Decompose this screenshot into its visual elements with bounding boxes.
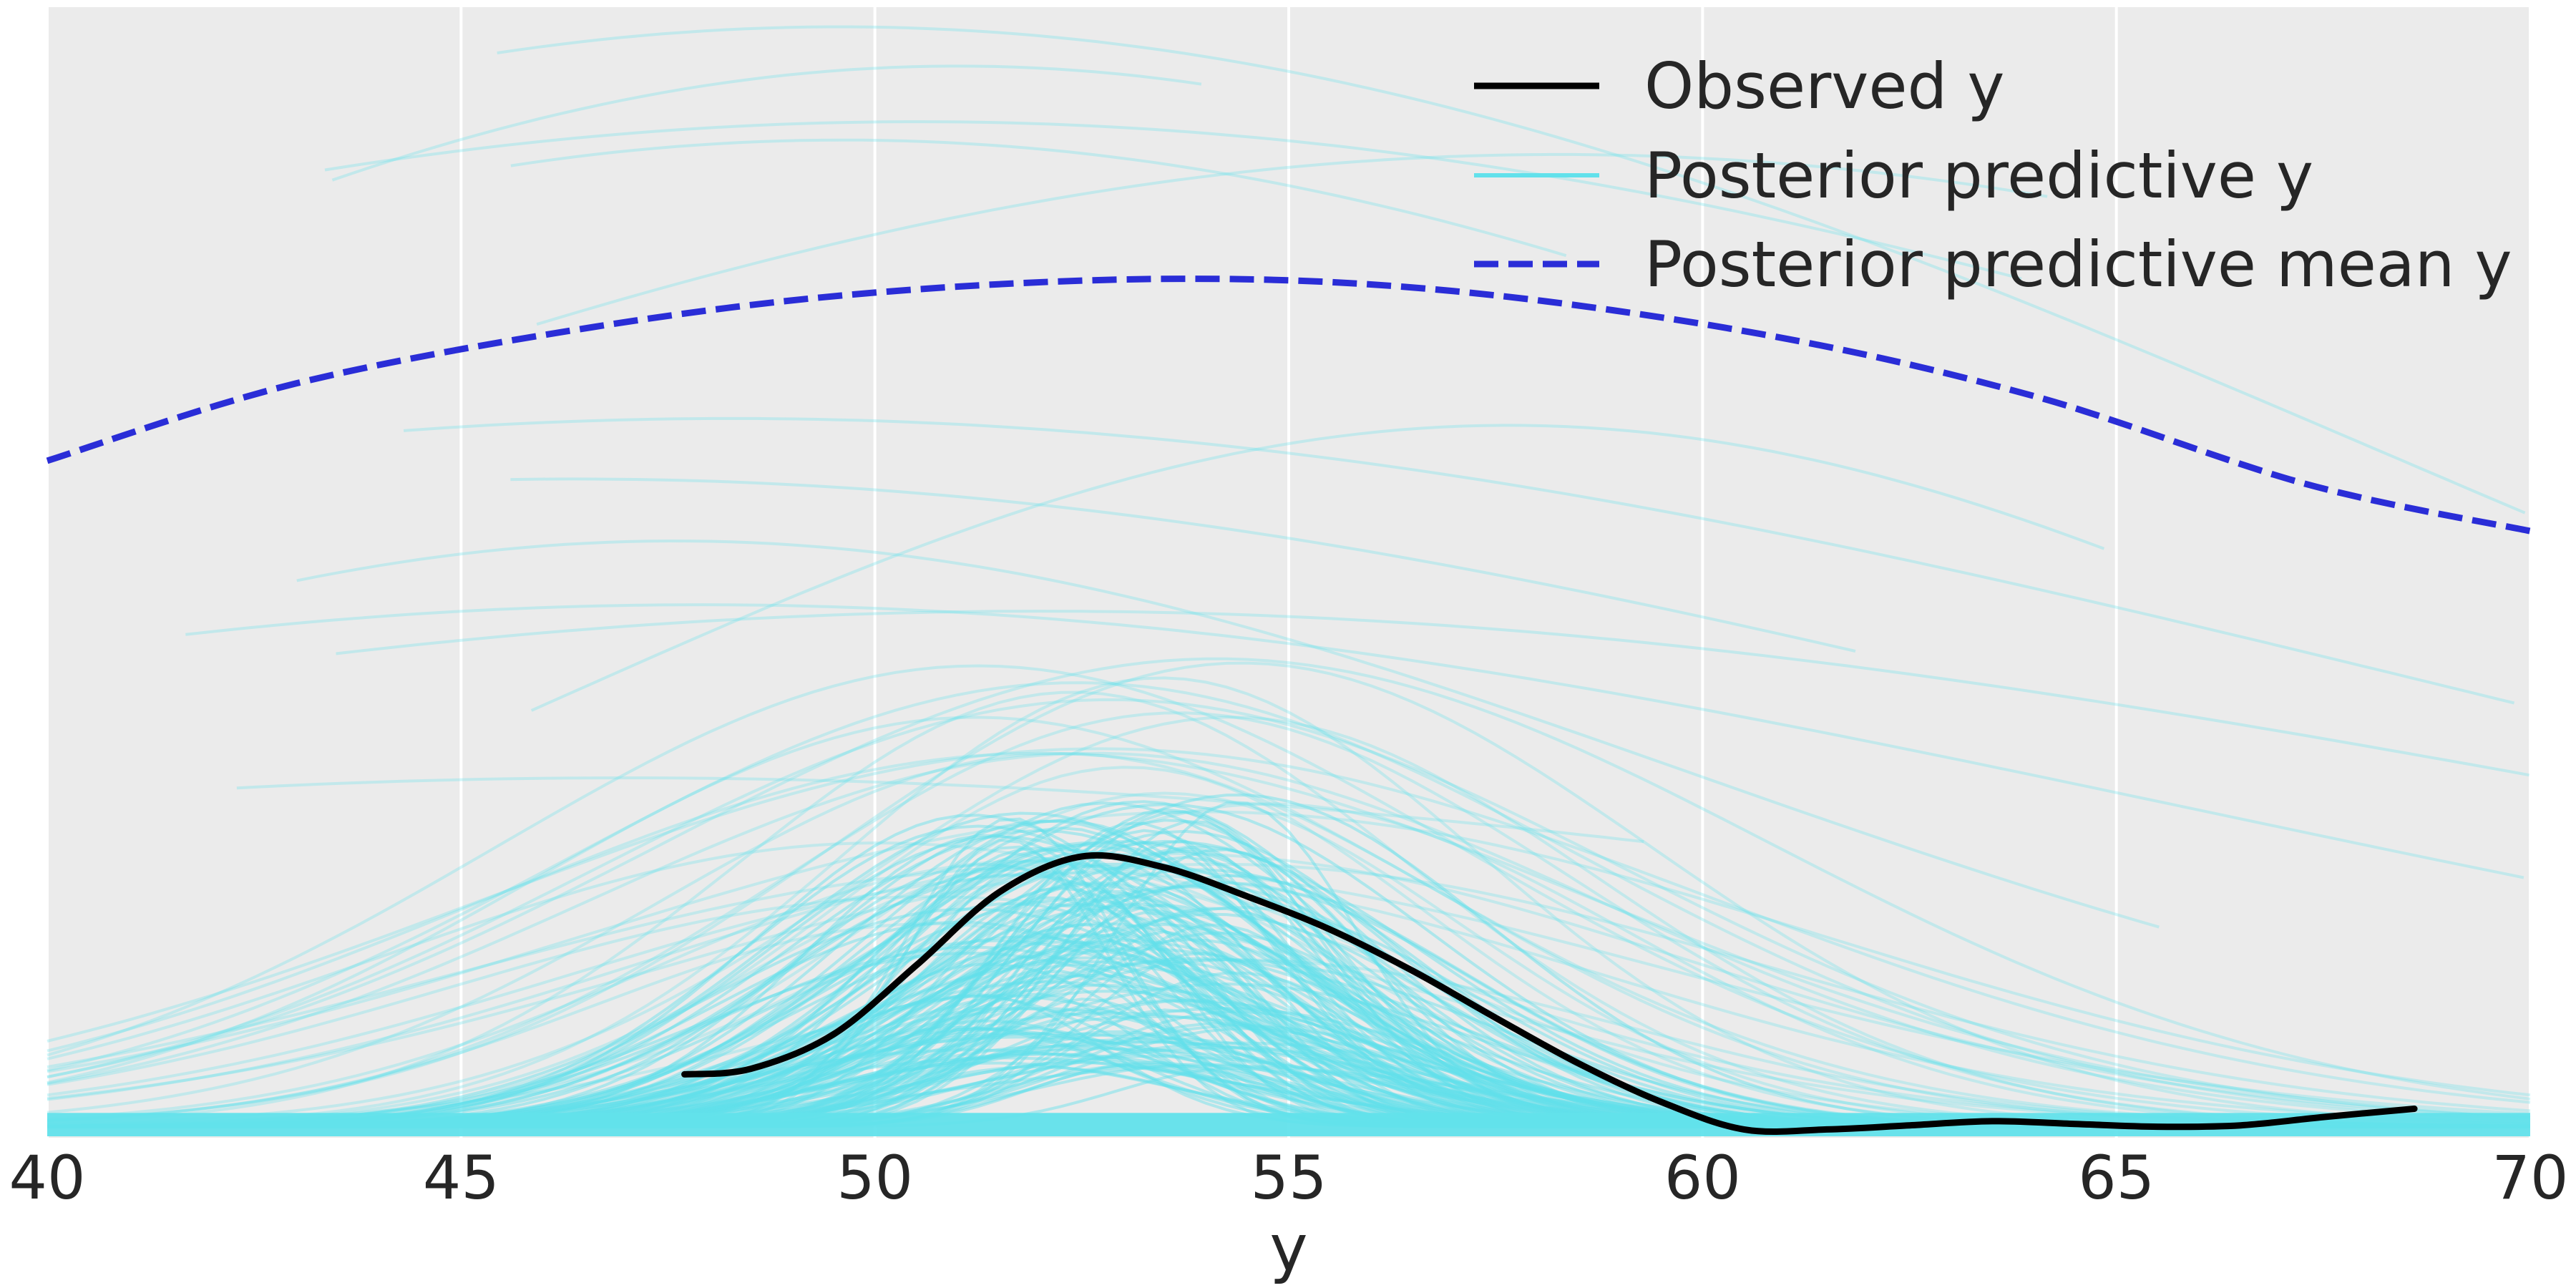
x-tick-label-50: 50	[836, 1143, 913, 1213]
posterior-predictive-curve	[510, 138, 1567, 258]
posterior-predictive-curve	[536, 152, 2048, 326]
posterior-predictive-curve	[336, 610, 2529, 777]
posterior-predictive-curve	[47, 871, 2531, 1124]
posterior-mean-group	[46, 275, 2531, 535]
observed-line	[681, 852, 2418, 1136]
x-tick-label-55: 55	[1251, 1143, 1327, 1213]
posterior-predictive-curve	[47, 698, 2531, 1119]
x-tick-labels: 40 45 50 55 60 65 70	[9, 1143, 2569, 1213]
legend-label-posterior-mean: Posterior predictive mean y	[1644, 228, 2512, 301]
posterior-predictive-curve	[510, 477, 1856, 653]
posterior-predictive-curve	[47, 681, 2531, 1121]
legend: Observed y Posterior predictive y Poster…	[1474, 49, 2512, 301]
posterior-predictive-curve	[296, 539, 2160, 929]
posterior-predictive-curve	[47, 711, 2531, 1128]
posterior-predictive-curve	[47, 716, 2531, 1128]
posterior-predictive-curve	[47, 716, 2531, 1128]
posterior-mean-line	[46, 275, 2531, 535]
legend-label-posterior-predictive: Posterior predictive y	[1644, 139, 2313, 213]
posterior-predictive-curve	[47, 664, 2531, 1126]
legend-label-observed: Observed y	[1644, 49, 2004, 123]
posterior-predictive-curve	[47, 802, 2531, 1128]
posterior-predictive-curve	[47, 657, 2531, 1101]
posterior-predictive-curve	[331, 64, 1202, 182]
gridlines	[46, 7, 2532, 1138]
posterior-predictive-curve	[47, 810, 2531, 1097]
x-tick-label-70: 70	[2492, 1143, 2569, 1213]
posterior-predictive-curve	[497, 25, 2526, 514]
posterior-predictive-curve	[47, 852, 2531, 1119]
x-tick-label-60: 60	[1664, 1143, 1741, 1213]
posterior-predictive-curve	[47, 862, 2531, 1113]
x-axis-label: y	[1269, 1211, 1307, 1286]
posterior-predictive-curve	[530, 424, 2105, 712]
posterior-predictive-curve	[236, 776, 1644, 844]
posterior-predictive-curve	[47, 751, 2531, 1118]
posterior-predictive-curve	[403, 416, 2515, 705]
posterior-predictive-curve	[324, 120, 2022, 280]
posterior-predictive-curve	[47, 747, 2531, 1104]
posterior-predictive-curve	[47, 751, 2531, 1122]
posterior-predictive-curve	[185, 603, 2524, 879]
posterior-predictive-curve	[47, 661, 2531, 1126]
x-tick-label-65: 65	[2078, 1143, 2155, 1213]
posterior-predictive-curve	[47, 864, 2531, 1116]
x-tick-label-45: 45	[423, 1143, 499, 1213]
observed-group	[681, 852, 2418, 1136]
x-tick-label-40: 40	[9, 1143, 86, 1213]
